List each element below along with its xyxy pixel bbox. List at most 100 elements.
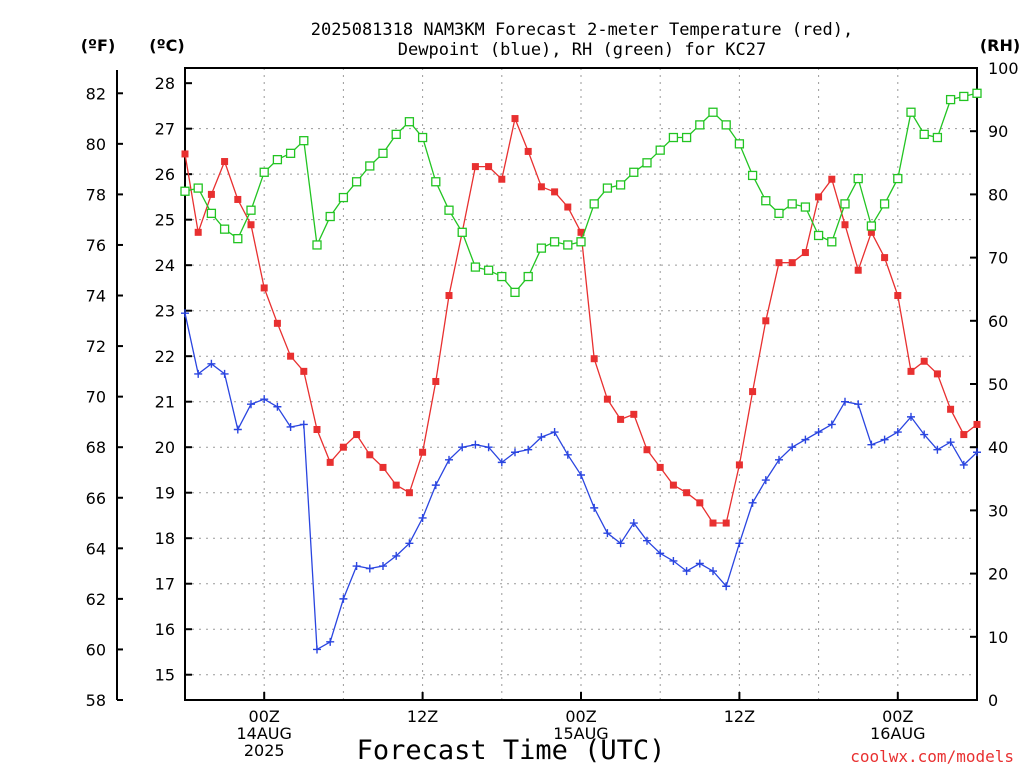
fahrenheit-tick-label: 80 [86, 135, 106, 154]
temp-series [181, 115, 981, 527]
dewpoint-point [775, 455, 783, 464]
time-tick-label: 12Z [724, 707, 755, 726]
rh-tick-label: 60 [988, 312, 1008, 331]
celsius-tick-label: 16 [155, 620, 175, 639]
celsius-tick-label: 18 [155, 529, 175, 548]
rh-point [721, 120, 731, 130]
dewpoint-point [893, 428, 902, 437]
temp-point [867, 228, 875, 236]
temp-point [287, 352, 295, 360]
rh-tick-label: 20 [988, 565, 1008, 584]
temp-point [696, 499, 704, 507]
temp-point [683, 489, 691, 497]
rh-point [959, 91, 969, 102]
temp-point [801, 249, 809, 257]
time-tick-label: 14AUG [236, 724, 291, 743]
dewpoint-point [207, 359, 216, 368]
temp-point [841, 221, 849, 229]
temp-point [498, 175, 506, 183]
dewpoint-point [299, 420, 308, 429]
dewpoint-point [247, 400, 255, 409]
temp-point [207, 190, 215, 198]
celsius-tick-label: 15 [155, 666, 175, 685]
axes: 58 60 62 64 66 68 70 72 74 76 78 80 82 15 16 17 18 19 20 21… [86, 59, 1019, 760]
fahrenheit-tick-label: 76 [86, 236, 106, 255]
fahrenheit-tick-label: 64 [86, 539, 106, 558]
temp-point [881, 254, 889, 262]
celsius-tick-label: 27 [155, 120, 175, 139]
dewpoint-point [181, 309, 189, 318]
time-tick-label: 00Z [249, 707, 280, 726]
dewpoint-point [365, 564, 374, 573]
rh-point [365, 161, 375, 171]
chart-title-line-1: 2025081318 NAM3KM Forecast 2-meter Tempe… [311, 20, 853, 40]
dewpoint-point [220, 369, 229, 378]
dewpoint-point [233, 425, 242, 434]
time-tick-label: 15AUG [553, 724, 608, 743]
fahrenheit-tick-label: 70 [86, 388, 106, 407]
temp-point [960, 431, 968, 439]
dewpoint-point [907, 412, 915, 421]
dewpoint-point [682, 567, 691, 576]
rh-point [444, 205, 454, 215]
dewpoint-point [603, 529, 612, 538]
rh-tick-label: 70 [988, 249, 1008, 268]
dewpoint-point [194, 369, 203, 378]
time-tick-label: 16AUG [870, 724, 925, 743]
rh-point [431, 177, 441, 187]
fahrenheit-tick-label: 68 [86, 438, 106, 457]
chart-title-line-2: Dewpoint (blue), RH (green) for KC27 [398, 40, 766, 60]
celsius-tick-label: 22 [155, 347, 175, 366]
rh-point [734, 139, 745, 149]
temp-point [485, 163, 493, 171]
dewpoint-point [722, 582, 731, 591]
dewpoint-point [497, 458, 506, 467]
temp-point [735, 461, 743, 469]
rh-point [417, 132, 428, 143]
rh-tick-label: 30 [988, 501, 1008, 520]
rh-point [827, 237, 837, 247]
dewpoint-point [524, 445, 533, 454]
dewpoint-point [484, 443, 493, 452]
time-tick-label: 2025 [244, 741, 285, 760]
temp-point [907, 367, 915, 375]
temp-point [247, 221, 255, 229]
temp-point [551, 188, 559, 196]
dewpoint-point [827, 420, 836, 429]
rh-point [629, 167, 639, 177]
dewpoint-point [867, 440, 876, 449]
dewpoint-point [392, 551, 401, 560]
rh-point [285, 148, 296, 158]
rh-point [945, 94, 956, 105]
dewpoint-point [788, 443, 797, 452]
dewpoint-point [814, 428, 823, 437]
temp-point [273, 319, 281, 327]
temp-point [313, 426, 321, 434]
celsius-tick-label: 25 [155, 211, 175, 230]
dewpoint-point [761, 476, 770, 485]
temp-point [762, 317, 770, 325]
rh-tick-label: 40 [988, 438, 1008, 457]
dewpoint-point [959, 460, 968, 469]
grid-lines [185, 68, 977, 700]
rh-point [602, 183, 613, 193]
temp-point [973, 420, 981, 428]
rh-point [787, 199, 797, 209]
dewpoint-point [339, 594, 348, 603]
rh-line [184, 92, 978, 294]
fahrenheit-tick-label: 66 [86, 489, 106, 508]
rh-point [747, 170, 758, 181]
temp-point [537, 183, 545, 191]
temp-point [326, 458, 334, 466]
dewpoint-point [656, 549, 665, 558]
dewpoint-point [273, 402, 282, 411]
rh-point [681, 132, 692, 143]
rh-point [404, 117, 415, 127]
rh-point [219, 224, 230, 234]
dewpoint-point [352, 562, 361, 571]
rh-point [549, 237, 560, 247]
dewpoint-point [854, 400, 863, 409]
time-tick-label: 12Z [407, 707, 438, 726]
rh-point [536, 243, 547, 253]
